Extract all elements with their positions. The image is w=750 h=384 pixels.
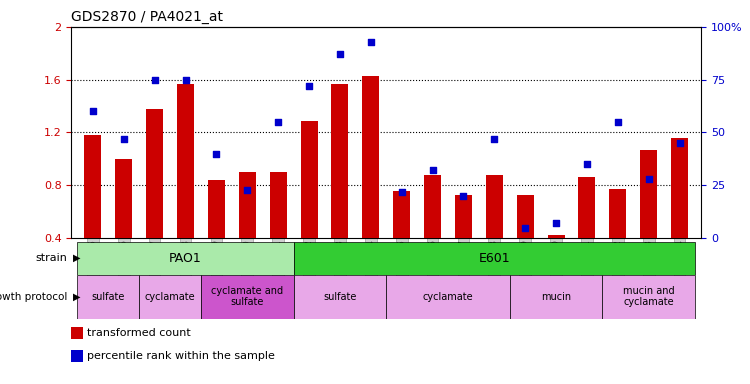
Bar	[77, 242, 293, 275]
Bar	[146, 109, 164, 238]
Bar	[201, 275, 293, 319]
Bar	[455, 195, 472, 238]
Bar	[140, 275, 201, 319]
Point	[427, 167, 439, 174]
Bar	[386, 275, 510, 319]
Text: mucin and
cyclamate: mucin and cyclamate	[623, 286, 674, 308]
Text: transformed count: transformed count	[87, 328, 190, 338]
Bar	[77, 275, 140, 319]
Bar	[71, 350, 82, 362]
Point	[550, 220, 562, 227]
Point	[148, 76, 160, 83]
Point	[458, 193, 470, 199]
Bar	[238, 172, 256, 238]
Point	[118, 136, 130, 142]
Bar	[270, 172, 286, 238]
Text: growth protocol: growth protocol	[0, 291, 68, 302]
Bar	[293, 242, 695, 275]
Text: ▶: ▶	[73, 291, 80, 302]
Bar	[71, 327, 82, 339]
Point	[179, 76, 191, 83]
Bar	[486, 175, 502, 238]
Bar	[578, 177, 596, 238]
Bar	[517, 195, 534, 238]
Point	[272, 119, 284, 125]
Point	[674, 140, 686, 146]
Text: sulfate: sulfate	[323, 291, 356, 302]
Point	[242, 187, 254, 193]
Text: GDS2870 / PA4021_at: GDS2870 / PA4021_at	[71, 10, 224, 25]
Point	[488, 136, 500, 142]
Bar	[602, 275, 695, 319]
Point	[334, 51, 346, 58]
Text: sulfate: sulfate	[92, 291, 125, 302]
Point	[303, 83, 315, 89]
Point	[396, 189, 408, 195]
Bar	[671, 138, 688, 238]
Text: cyclamate and
sulfate: cyclamate and sulfate	[211, 286, 284, 308]
Bar	[393, 190, 410, 238]
Bar	[424, 175, 441, 238]
Bar	[177, 84, 194, 238]
Point	[364, 39, 376, 45]
Point	[519, 224, 531, 230]
Point	[211, 151, 223, 157]
Bar	[510, 275, 602, 319]
Bar	[640, 150, 657, 238]
Point	[87, 108, 99, 114]
Bar	[84, 135, 101, 238]
Text: PAO1: PAO1	[170, 252, 202, 265]
Bar	[332, 84, 349, 238]
Text: cyclamate: cyclamate	[145, 291, 196, 302]
Text: percentile rank within the sample: percentile rank within the sample	[87, 351, 274, 361]
Bar	[208, 180, 225, 238]
Bar	[293, 275, 386, 319]
Point	[612, 119, 624, 125]
Point	[643, 176, 655, 182]
Text: ▶: ▶	[73, 253, 80, 263]
Text: strain: strain	[36, 253, 68, 263]
Text: mucin: mucin	[541, 291, 572, 302]
Bar	[301, 121, 317, 238]
Point	[581, 161, 593, 167]
Bar	[362, 76, 380, 238]
Bar	[116, 159, 132, 238]
Bar	[548, 235, 565, 238]
Text: E601: E601	[478, 252, 510, 265]
Text: cyclamate: cyclamate	[423, 291, 473, 302]
Bar	[610, 189, 626, 238]
